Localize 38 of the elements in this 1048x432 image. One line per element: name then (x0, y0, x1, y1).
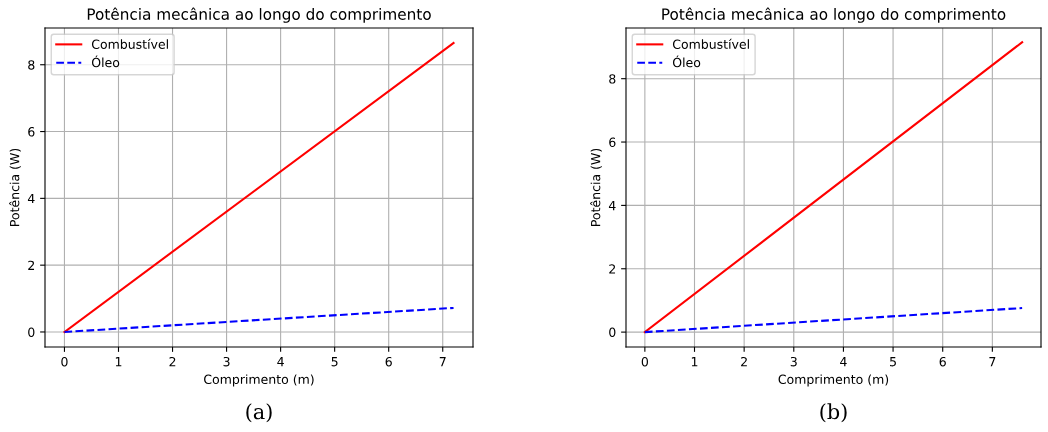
x-tick-label: 7 (989, 357, 996, 367)
y-tick-label: 8 (609, 74, 616, 84)
legend-label: Óleo (672, 55, 701, 68)
x-tick-label: 0 (641, 356, 649, 367)
x-tick-label: 1 (115, 357, 122, 367)
x-tick-label: 2 (169, 356, 176, 367)
y-tick-label: 2 (609, 264, 616, 274)
y-tick-label: 4 (608, 201, 616, 211)
x-tick-label: 5 (331, 357, 338, 367)
y-tick-label: 8 (28, 60, 35, 70)
x-axis-title: Comprimento (m) (204, 374, 314, 387)
y-tick-label: 6 (609, 137, 616, 147)
chart-title: Potência mecânica ao longo do comprimento (87, 7, 431, 23)
chart-title: Potência mecânica ao longo do comprimento (662, 7, 1006, 23)
legend-label: Combustível (91, 38, 168, 49)
text: (b) (820, 403, 847, 423)
y-tick-label: 4 (27, 193, 35, 204)
text: (a) (246, 403, 272, 423)
x-tick-label: 6 (385, 356, 392, 367)
y-axis-title: Potência (W) (590, 148, 602, 226)
x-tick-label: 0 (61, 356, 68, 367)
x-tick-label: 5 (890, 357, 896, 367)
x-tick-label: 6 (939, 356, 946, 367)
legend-label: Combustível (672, 38, 749, 49)
y-tick-label: 2 (28, 260, 35, 270)
y-tick-label: 6 (28, 127, 35, 137)
legend-label: Óleo (91, 55, 120, 68)
x-tick-label: 4 (840, 357, 847, 367)
x-tick-label: 3 (223, 356, 230, 367)
x-tick-label: 1 (691, 357, 698, 367)
x-tick-label: 3 (790, 356, 797, 367)
y-tick-label: 0 (28, 327, 35, 337)
x-axis-title: Comprimento (m) (778, 374, 889, 387)
y-tick-label: 0 (609, 327, 616, 338)
x-tick-label: 2 (741, 356, 747, 367)
x-tick-label: 7 (439, 357, 446, 367)
x-tick-label: 4 (277, 357, 284, 367)
y-axis-title: Potência (W) (9, 148, 21, 226)
